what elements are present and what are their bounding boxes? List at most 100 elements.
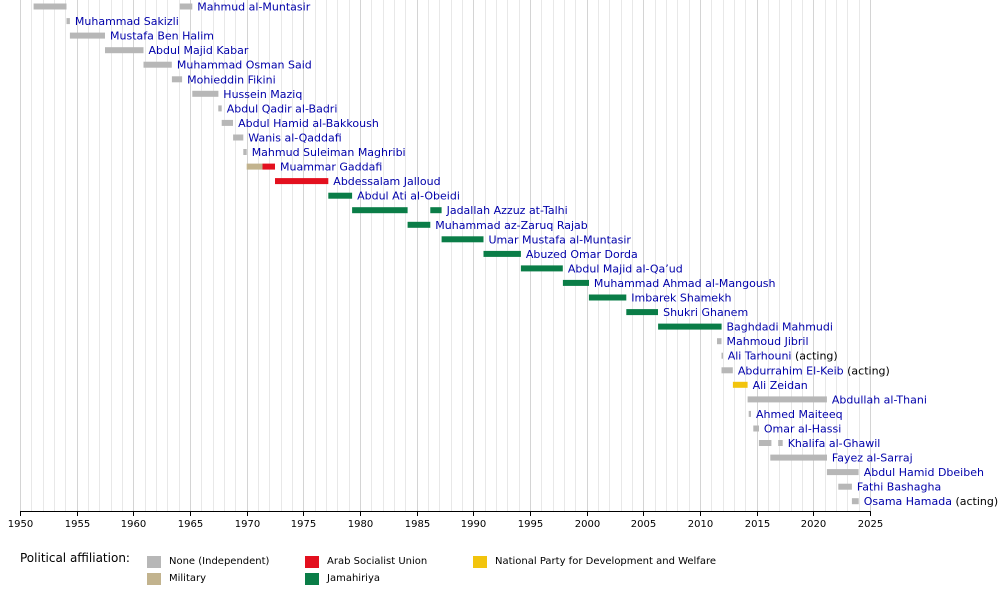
pm-name: Fathi Bashagha <box>857 481 941 494</box>
tenure-bar <box>171 76 183 83</box>
pm-name: Fayez al-Sarraj <box>832 452 913 465</box>
pm-name: Shukri Ghanem <box>663 306 748 319</box>
pm-name: Abdessalam Jalloud <box>333 175 440 188</box>
pm-label: Abdul Hamid Dbeibeh <box>864 466 984 479</box>
tenure-bar <box>262 163 275 170</box>
tenure-bar <box>658 323 722 330</box>
tenure-bar <box>778 440 783 446</box>
x-tick-label-1955: 1955 <box>65 519 90 530</box>
x-tick-label-1980: 1980 <box>348 519 373 530</box>
year-gridlines <box>20 0 871 511</box>
pm-label: Abdessalam Jalloud <box>333 175 440 188</box>
pm-name: Muhammad Sakizli <box>75 15 179 28</box>
pm-label: Mustafa Ben Halim <box>110 30 214 43</box>
x-tick-label-1985: 1985 <box>405 519 430 530</box>
tenure-bar <box>352 207 408 214</box>
pm-name: Abuzed Omar Dorda <box>526 248 638 261</box>
pm-name: Mahmud al-Muntasir <box>197 1 310 14</box>
tenure-bar <box>243 149 247 155</box>
x-tick-label-1990: 1990 <box>461 519 486 530</box>
pm-label: Muhammad Ahmad al-Mangoush <box>594 277 776 290</box>
x-tick-label-2000: 2000 <box>575 519 600 530</box>
pm-label: Fayez al-Sarraj <box>832 452 913 465</box>
tenure-bar <box>179 3 193 10</box>
legend-swatch-npdw <box>473 556 487 568</box>
pm-name: Ahmed Maiteeq <box>756 408 843 421</box>
pm-label: Imbarek Shamekh <box>631 292 731 305</box>
pm-name-suffix: (acting) <box>952 495 998 508</box>
tenure-bar <box>441 236 484 243</box>
pm-name: Baghdadi Mahmudi <box>727 321 833 334</box>
pm-name: Muhammad az-Zaruq Rajab <box>435 219 587 232</box>
legend-label-none: None (Independent) <box>169 556 270 567</box>
pm-name: Ali Tarhouni <box>728 350 792 363</box>
tenure-bar <box>407 221 431 228</box>
tenure-bar <box>520 265 563 272</box>
pm-name: Mahmoud Jibril <box>727 335 809 348</box>
x-tick-label-1960: 1960 <box>121 519 146 530</box>
tenure-bar <box>233 134 244 141</box>
pm-name: Mohieddin Fikini <box>187 73 276 86</box>
tenure-bar <box>753 425 759 432</box>
pm-label: Abdul Ati al-Obeidi <box>357 190 460 203</box>
legend-swatch-jamahiriya <box>305 573 319 585</box>
tenure-bar <box>588 294 627 301</box>
pm-name: Imbarek Shamekh <box>631 292 731 305</box>
tenure-bar <box>143 61 172 68</box>
pm-label: Wanis al-Qaddafi <box>248 132 341 145</box>
pm-name-labels: Mahmud al-Muntasir Muhammad Sakizli Mustaf… <box>75 1 998 509</box>
legend-label-jamahiriya: Jamahiriya <box>327 573 380 584</box>
pm-label: Osama Hamada (acting) <box>864 495 998 508</box>
pm-name: Abdul Hamid Dbeibeh <box>864 466 984 479</box>
pm-name: Mahmud Suleiman Maghribi <box>252 146 406 159</box>
pm-name: Abdullah al-Thani <box>832 393 927 406</box>
pm-label: Hussein Maziq <box>223 88 302 101</box>
pm-label: Mahmoud Jibril <box>727 335 809 348</box>
pm-name: Muhammad Ahmad al-Mangoush <box>594 277 776 290</box>
pm-label: Muhammad az-Zaruq Rajab <box>435 219 587 232</box>
tenure-bar <box>246 163 263 170</box>
pm-label: Mahmud al-Muntasir <box>197 1 310 14</box>
pm-name: Khalifa al-Ghawil <box>788 437 881 450</box>
pm-name: Mustafa Ben Halim <box>110 30 214 43</box>
pm-name: Muhammad Osman Said <box>177 59 312 72</box>
pm-label: Ahmed Maiteeq <box>756 408 843 421</box>
tenure-bar <box>221 119 233 126</box>
tenure-bar <box>33 3 67 10</box>
tenure-bar <box>721 367 733 374</box>
pm-label: Umar Mustafa al-Muntasir <box>489 233 632 246</box>
tenure-bar <box>826 469 859 476</box>
timeline-chart: Mahmud al-Muntasir Muhammad Sakizli Mustaf… <box>8 0 998 530</box>
pm-label: Ali Zeidan <box>753 379 808 392</box>
tenure-bar <box>626 309 658 316</box>
pm-name: Wanis al-Qaddafi <box>248 132 341 145</box>
tenure-bar <box>747 396 827 403</box>
legend-label-npdw: National Party for Development and Welfa… <box>495 556 717 567</box>
x-tick-label-2015: 2015 <box>745 519 770 530</box>
pm-label: Khalifa al-Ghawil <box>788 437 881 450</box>
pm-label: Shukri Ghanem <box>663 306 748 319</box>
pm-label: Abdul Majid Kabar <box>149 44 249 57</box>
legend-title: Political affiliation: <box>20 551 130 565</box>
pm-label: Abdul Hamid al-Bakkoush <box>238 117 379 130</box>
pm-name-suffix: (acting) <box>844 364 890 377</box>
tenure-bar <box>192 90 219 97</box>
legend-label-military: Military <box>169 573 207 584</box>
tenure-bar <box>770 454 827 461</box>
tenure-bar <box>275 178 329 185</box>
pm-name: Abdul Majid al-Qa’ud <box>568 262 683 275</box>
x-axis-ticks: 1950 1955 1960 1965 1970 1975 1980 1985 1990 1995… <box>8 511 883 530</box>
pm-label: Abdul Qadir al-Badri <box>227 102 338 115</box>
tenure-bar <box>218 105 222 112</box>
pm-label: Mahmud Suleiman Maghribi <box>252 146 406 159</box>
pm-label: Jadallah Azzuz at-Talhi <box>446 204 568 217</box>
x-tick-label-2025: 2025 <box>858 519 883 530</box>
pm-name: Abdul Hamid al-Bakkoush <box>238 117 379 130</box>
pm-label: Abdul Majid al-Qa’ud <box>568 262 683 275</box>
tenure-bar <box>721 352 723 359</box>
pm-label: Muhammad Osman Said <box>177 59 312 72</box>
tenure-bar <box>562 279 589 286</box>
tenure-bar <box>838 483 852 490</box>
pm-label: Omar al-Hassi <box>764 423 841 436</box>
x-tick-label-2010: 2010 <box>688 519 713 530</box>
